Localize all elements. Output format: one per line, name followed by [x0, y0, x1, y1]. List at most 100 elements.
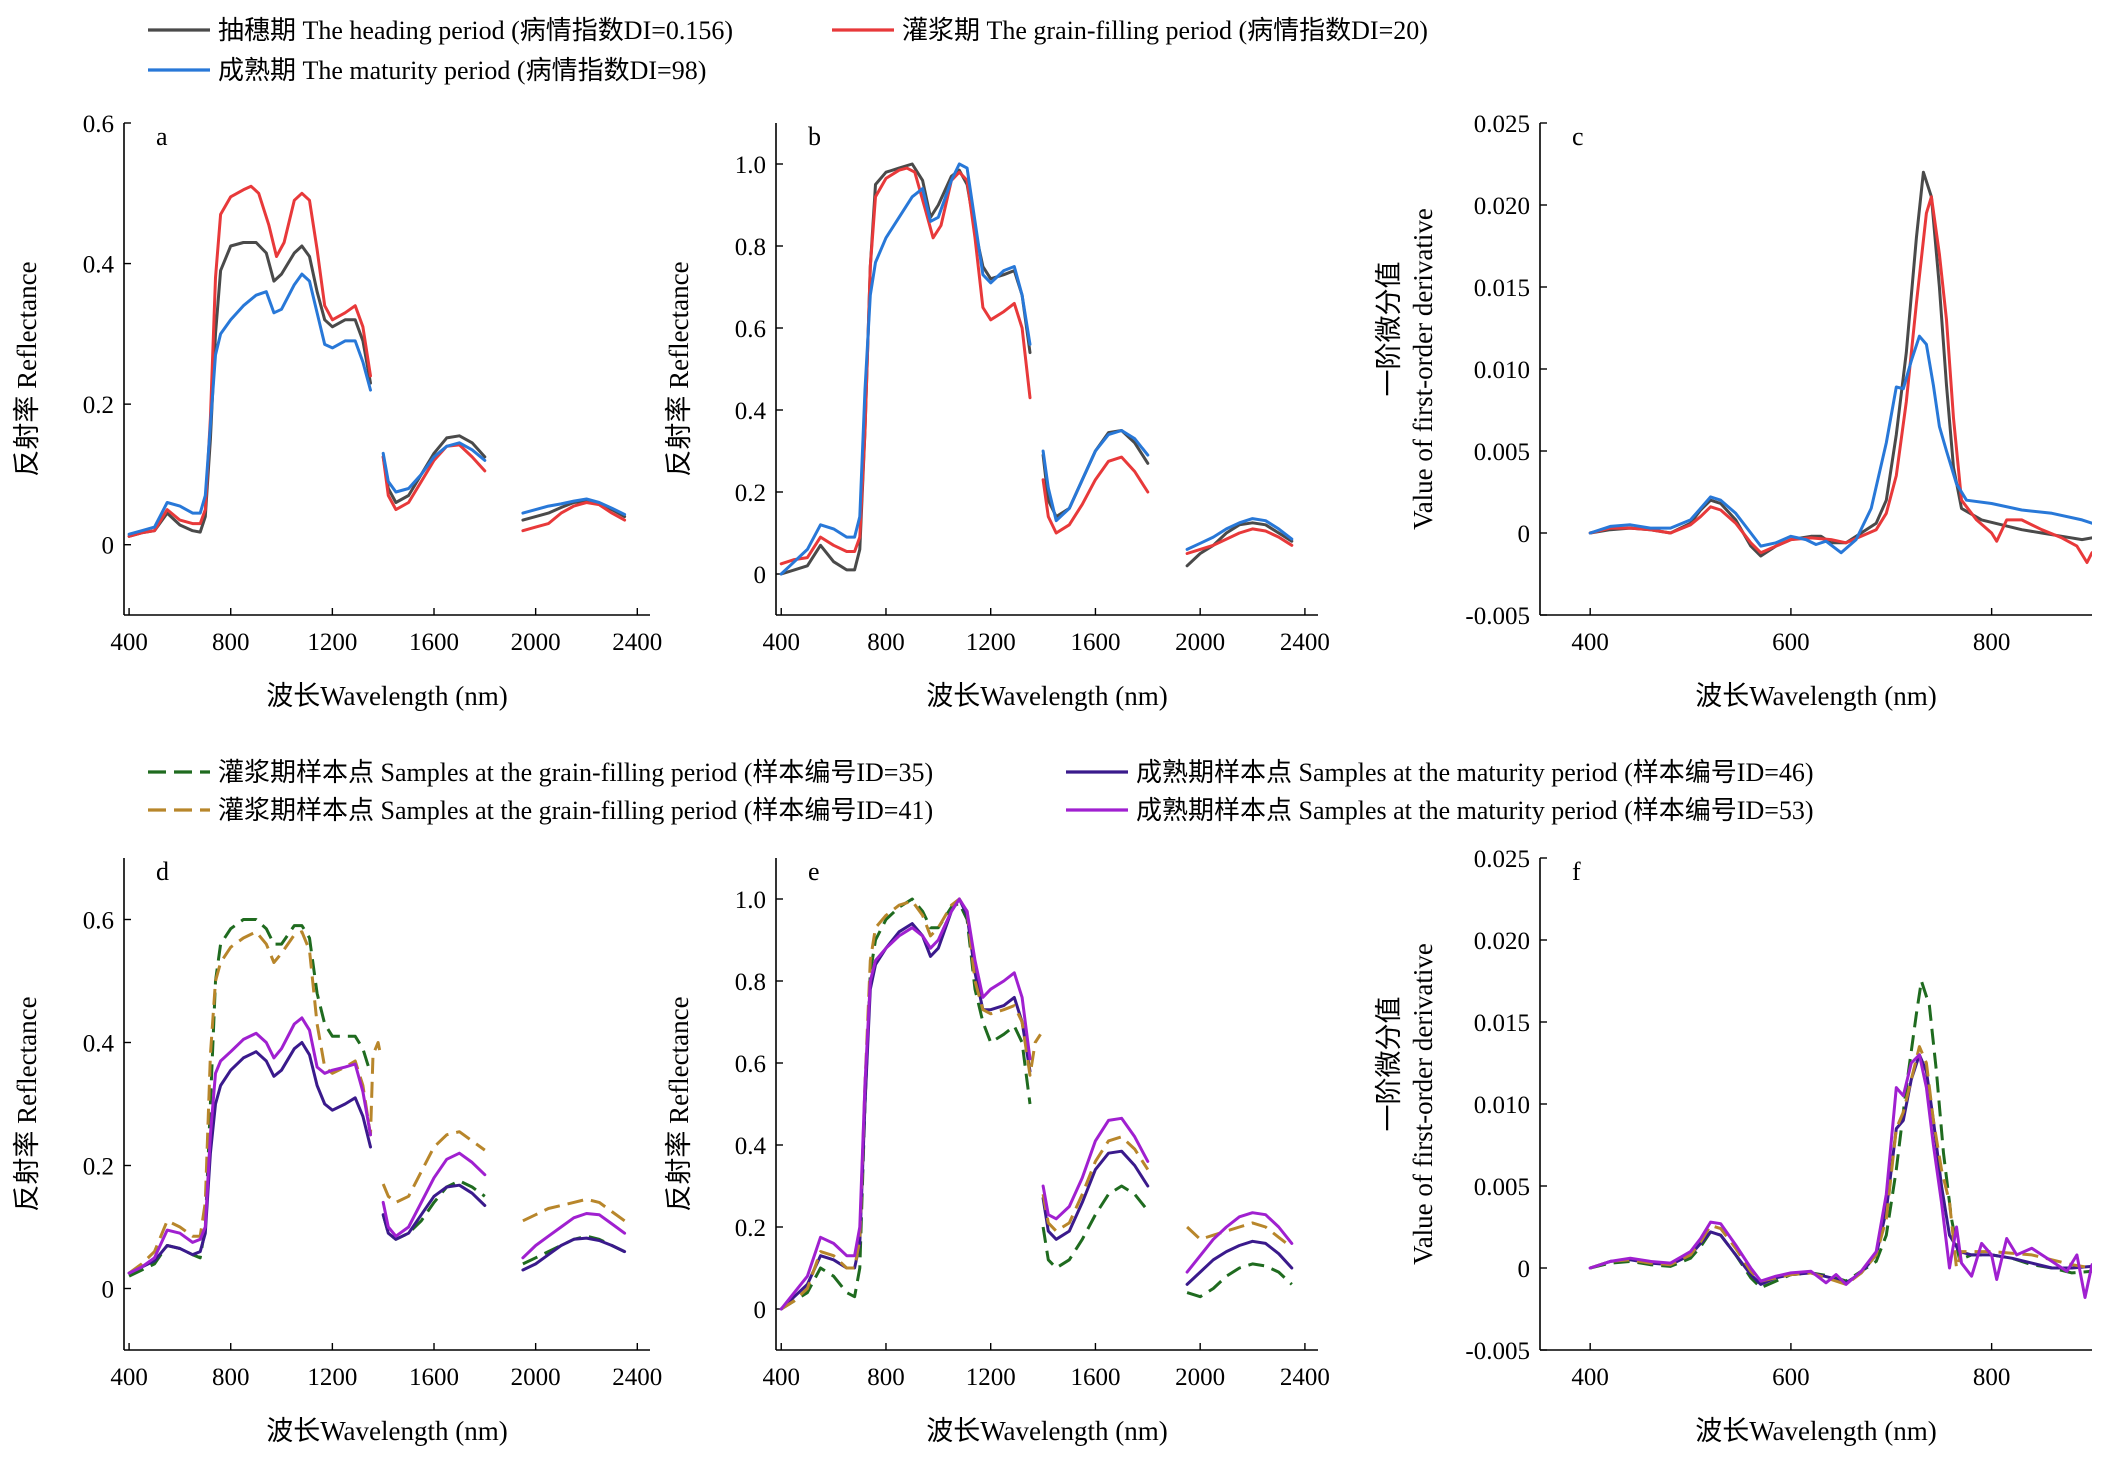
- series-group: [127, 184, 627, 538]
- panel-label: a: [156, 122, 168, 151]
- series-line: [1185, 1239, 1294, 1286]
- series-line: [780, 897, 1042, 1311]
- x-tick-label: 1200: [307, 1364, 357, 1391]
- x-axis-label: 波长Wavelength (nm): [1695, 1416, 1937, 1446]
- legend-top: 抽穗期 The heading period (病情指数DI=0.156) 灌浆期…: [148, 16, 1428, 85]
- chart-panels: 0 0.2 0.4 0.6 400 800 1200 1600 2000 2400 a 波长Wavel…: [12, 111, 2092, 1446]
- legend-label: 成熟期样本点 Samples at the maturity period (样…: [1136, 796, 1814, 825]
- y-tick-label: 0: [1518, 521, 1531, 548]
- panel-a: 0 0.2 0.4 0.6 400 800 1200 1600 2000 2400 a 波长Wavel…: [12, 111, 662, 711]
- series-line: [127, 272, 372, 536]
- y-tick-label: 0.020: [1474, 193, 1530, 220]
- x-tick-label: 1600: [1070, 629, 1120, 656]
- y-tick-label: 0.6: [735, 1051, 766, 1078]
- x-axis-label: 波长Wavelength (nm): [926, 681, 1168, 711]
- x-axis-label: 波长Wavelength (nm): [926, 1416, 1168, 1446]
- y-tick-label: 1.0: [735, 887, 766, 914]
- series-line: [1041, 455, 1150, 535]
- x-tick-label: 400: [1571, 1364, 1609, 1391]
- series-line: [128, 930, 383, 1275]
- series-line: [381, 1130, 486, 1204]
- x-tick-label: 400: [110, 629, 148, 656]
- series-line: [521, 501, 627, 533]
- x-axis-label: 波长Wavelength (nm): [266, 1416, 508, 1446]
- series-line: [1588, 195, 2092, 564]
- series-line: [1185, 521, 1294, 568]
- legend-label: 灌浆期样本点 Samples at the grain-filling peri…: [218, 758, 933, 787]
- panel-label: f: [1572, 857, 1581, 886]
- y-tick-label: -0.005: [1465, 603, 1530, 630]
- y-tick-label: 0.4: [735, 398, 767, 425]
- series-line: [521, 1212, 627, 1260]
- series-line: [522, 1197, 626, 1223]
- panel-label: d: [156, 857, 169, 886]
- series-line: [381, 443, 487, 512]
- panel-label: c: [1572, 122, 1584, 151]
- series-group: [1588, 979, 2092, 1299]
- legend-label: 成熟期样本点 Samples at the maturity period (样…: [1136, 758, 1814, 787]
- y-tick-label: 0.2: [735, 480, 766, 507]
- x-tick-label: 400: [1571, 629, 1609, 656]
- series-line: [381, 1183, 487, 1241]
- y-tick-label: 0.010: [1474, 357, 1530, 384]
- y-tick-label: 0.8: [735, 969, 766, 996]
- series-line: [127, 1041, 372, 1275]
- series-group: [779, 162, 1294, 576]
- panel-b: 0 0.2 0.4 0.6 0.8 1.0 400 800 1200 1600 2000 2400 b 波…: [664, 122, 1330, 711]
- series-line: [1588, 1053, 2092, 1299]
- panel-d: 0 0.2 0.4 0.6 400 800 1200 1600 2000 2400 d 波长Wavel…: [12, 857, 662, 1446]
- y-tick-label: 0.6: [83, 111, 114, 138]
- panel-c: -0.005 0 0.005 0.010 0.015 0.020 0.025 400 600 80…: [1374, 111, 2092, 711]
- x-tick-label: 400: [762, 629, 800, 656]
- y-tick-label: 0: [754, 1297, 767, 1324]
- series-line: [1588, 170, 2092, 558]
- x-tick-label: 2000: [1175, 1364, 1225, 1391]
- y-tick-label: 0: [754, 562, 767, 589]
- series-line: [127, 1016, 372, 1275]
- y-tick-label: 0.005: [1474, 439, 1530, 466]
- y-tick-label: 0.025: [1474, 111, 1530, 138]
- y-tick-label: 0.020: [1474, 928, 1530, 955]
- x-tick-label: 800: [1973, 1364, 2011, 1391]
- x-tick-label: 2000: [511, 629, 561, 656]
- x-tick-label: 800: [867, 1364, 905, 1391]
- series-line: [381, 441, 487, 494]
- y-tick-label: 0: [102, 533, 115, 560]
- x-tick-label: 2000: [511, 1364, 561, 1391]
- x-tick-label: 1600: [1070, 1364, 1120, 1391]
- series-line: [381, 1179, 486, 1241]
- series-line: [779, 166, 1032, 566]
- panel-f: -0.005 0 0.005 0.010 0.015 0.020 0.025 400 600 80…: [1374, 846, 2092, 1446]
- legend-label: 成熟期 The maturity period (病情指数DI=98): [218, 56, 706, 85]
- y-axis-label: 反射率 Reflectance: [12, 261, 42, 476]
- y-axis-label: 反射率 Reflectance: [664, 261, 694, 476]
- series-line: [1588, 1053, 2092, 1286]
- series-line: [1589, 979, 2092, 1290]
- y-tick-label: 0.2: [83, 392, 114, 419]
- x-axis-label: 波长Wavelength (nm): [1695, 681, 1937, 711]
- series-line: [128, 918, 372, 1278]
- series-line: [780, 897, 1032, 1311]
- y-tick-label: 0: [102, 1277, 115, 1304]
- x-tick-label: 2400: [1280, 629, 1330, 656]
- series-line: [1041, 1135, 1150, 1233]
- y-axis-label: 一阶微分值: [1374, 997, 1404, 1132]
- x-tick-label: 2400: [612, 629, 662, 656]
- y-tick-label: 0.2: [735, 1215, 766, 1242]
- series-line: [1041, 1184, 1149, 1270]
- y-tick-label: 0.6: [83, 908, 114, 935]
- y-tick-label: 0.025: [1474, 846, 1530, 873]
- y-tick-label: 0.8: [735, 234, 766, 261]
- y-tick-label: 0.015: [1474, 275, 1530, 302]
- y-tick-label: 0.4: [735, 1133, 767, 1160]
- x-tick-label: 2400: [1280, 1364, 1330, 1391]
- y-axis-label: 反射率 Reflectance: [12, 996, 42, 1211]
- panel-e: 0 0.2 0.4 0.6 0.8 1.0 400 800 1200 1600 2000 2400 e 波…: [664, 857, 1330, 1446]
- y-axis-label: Value of first-order derivative: [1408, 208, 1438, 530]
- panel-label: e: [808, 857, 820, 886]
- x-tick-label: 800: [212, 629, 250, 656]
- x-tick-label: 400: [762, 1364, 800, 1391]
- x-tick-label: 1200: [966, 1364, 1016, 1391]
- series-line: [127, 241, 372, 538]
